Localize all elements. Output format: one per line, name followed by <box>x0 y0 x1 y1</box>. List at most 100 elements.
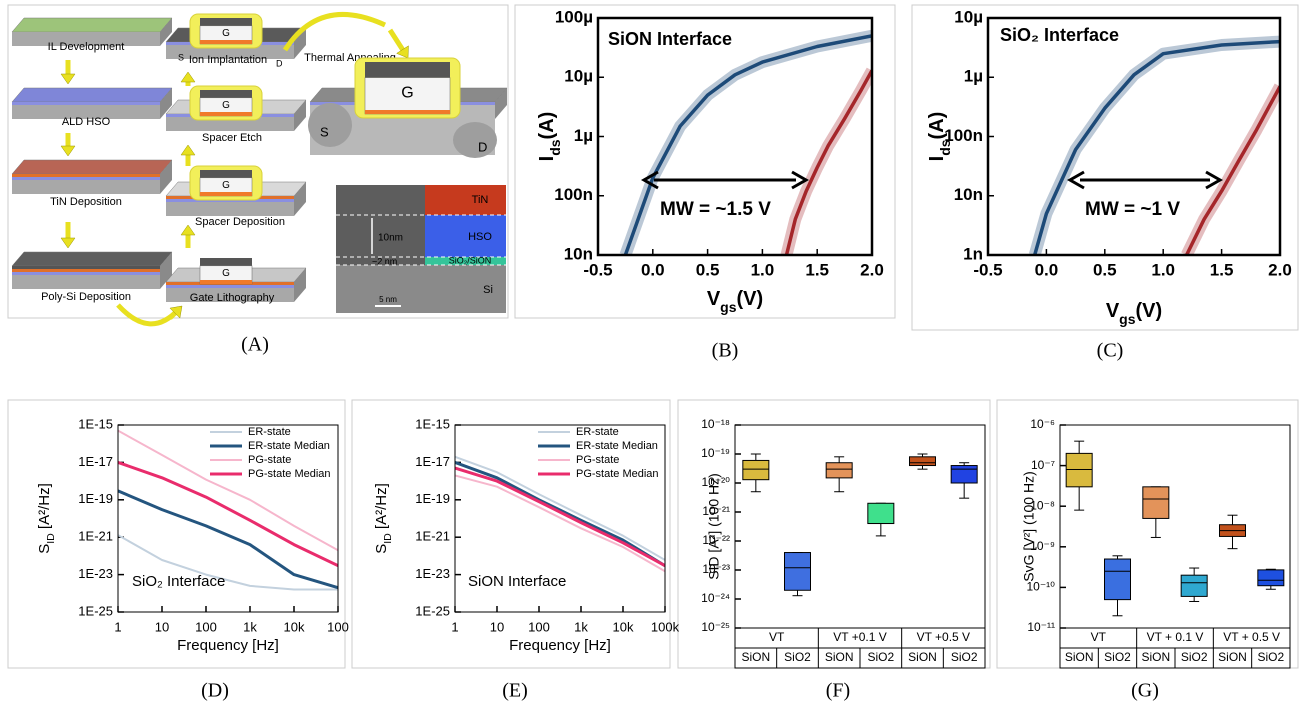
y-tick-label: 100µ <box>555 7 593 26</box>
series-line <box>784 69 872 255</box>
slab-layer <box>12 269 160 272</box>
panel-frame <box>911 4 1299 331</box>
category-label: SiON <box>1141 650 1170 664</box>
y-tick-label: 1E-15 <box>415 416 450 431</box>
caption: (A) <box>241 334 269 356</box>
drain-label: D <box>276 58 283 68</box>
y-tick-label: 1E-15 <box>78 416 113 431</box>
y-axis-label-part: S <box>36 544 53 554</box>
annotation-arrow-head <box>640 170 659 190</box>
y-axis-label-part: I <box>926 156 948 162</box>
flow-arrow-head <box>180 71 196 83</box>
box <box>742 459 770 481</box>
series-line <box>455 466 665 568</box>
y-axis-label-part: (A) <box>536 112 558 140</box>
gate-layer <box>200 112 252 116</box>
y-tick-label: 10n <box>564 244 593 263</box>
x-tick-label: -0.5 <box>583 260 612 279</box>
tem-label: TiN <box>472 194 489 206</box>
legend-label: ER-state Median <box>576 440 658 452</box>
x-tick-label: 1k <box>574 619 588 634</box>
y-tick-label: 10⁻²⁴ <box>701 591 730 605</box>
x-tick-label: 100 <box>327 619 349 634</box>
y-tick-label: 1E-21 <box>78 529 113 544</box>
gate-layer <box>200 40 252 44</box>
series-line <box>1185 85 1280 255</box>
x-tick-label: 1.0 <box>1151 260 1175 279</box>
slab-top <box>11 17 173 33</box>
annotation-arrow-head <box>1205 170 1224 190</box>
tem-hso <box>425 215 506 257</box>
slab-top <box>11 251 173 267</box>
x-axis-label: Vgs(V) <box>707 288 763 314</box>
category-label: SiO2 <box>1257 650 1284 664</box>
x-axis-label: Frequency [Hz] <box>177 637 279 654</box>
y-tick-label: 10⁻¹⁸ <box>701 417 730 431</box>
slab-side <box>294 268 306 302</box>
category-label: SiO2 <box>951 650 978 664</box>
tem-label: ~2 nm <box>372 256 397 266</box>
x-tick-label: 2.0 <box>860 260 884 279</box>
x-tick-label: 1 <box>114 619 121 634</box>
panel-frame <box>7 399 346 669</box>
step-label: Ion Implantation <box>189 54 267 66</box>
annotation: SiO₂ Interface <box>132 573 225 590</box>
gate-body <box>364 77 451 115</box>
legend-label: PG-state Median <box>248 468 331 480</box>
y-tick-label: 1E-23 <box>78 566 113 581</box>
category-label: SiO2 <box>1104 650 1131 664</box>
step-label: Spacer Etch <box>202 132 262 144</box>
x-axis-label-part: (V) <box>1136 300 1163 322</box>
slab-front <box>12 32 160 46</box>
annotation: MW = ~1.5 V <box>660 199 771 220</box>
x-tick-label: 1.0 <box>751 260 775 279</box>
slab-layer <box>12 272 160 275</box>
slab-side <box>160 88 172 119</box>
y-axis-label-part: [A²/Hz] <box>373 483 390 533</box>
y-tick-label: 1E-21 <box>415 529 450 544</box>
flow-arrow <box>116 303 180 327</box>
source-label: S <box>320 124 329 139</box>
annotation-arrow-head <box>1066 170 1085 190</box>
slab-front <box>12 180 160 194</box>
y-tick-label: 1µ <box>574 126 593 145</box>
y-tick-label: 1E-25 <box>415 603 450 618</box>
y-tick-label: 10⁻²² <box>702 533 730 547</box>
gate-label: G <box>401 84 413 101</box>
x-axis-label-part: V <box>1106 300 1120 322</box>
slab-side <box>160 252 172 289</box>
y-tick-label: 10n <box>954 185 983 204</box>
y-axis-label-part: ID <box>45 533 57 544</box>
slab-side <box>294 100 306 131</box>
x-axis-label-part: (V) <box>737 288 764 310</box>
y-tick-label: 10⁻⁶ <box>1030 417 1055 431</box>
category-label: SiO2 <box>784 650 811 664</box>
group-label: VT <box>1091 630 1107 644</box>
y-axis-label: SID [A²] (100 Hz) <box>706 473 722 580</box>
annotation: SiON Interface <box>468 573 566 590</box>
y-axis-label: Ids(A) <box>536 112 562 162</box>
slab-front <box>166 288 294 302</box>
gate-top <box>200 18 252 26</box>
series-line <box>455 460 665 567</box>
gate-top <box>200 170 252 178</box>
source-label: S <box>178 52 184 62</box>
step-label: IL Development <box>48 41 125 53</box>
category-label: SiO2 <box>867 650 894 664</box>
tem-si <box>336 265 506 313</box>
y-tick-label: 1n <box>963 244 983 263</box>
flow-arrow-head <box>60 145 76 157</box>
series-line <box>455 474 665 573</box>
group-label: VT + 0.5 V <box>1223 630 1280 644</box>
y-axis-label-part: (A) <box>926 112 948 140</box>
y-tick-label: 10⁻⁹ <box>1030 539 1055 553</box>
category-label: SiO2 <box>1181 650 1208 664</box>
step-label: TiN Deposition <box>50 196 122 208</box>
box <box>825 462 853 479</box>
slab-side <box>495 88 507 119</box>
slab-side <box>294 28 306 59</box>
group-label: VT <box>769 630 785 644</box>
caption: (B) <box>712 340 739 362</box>
